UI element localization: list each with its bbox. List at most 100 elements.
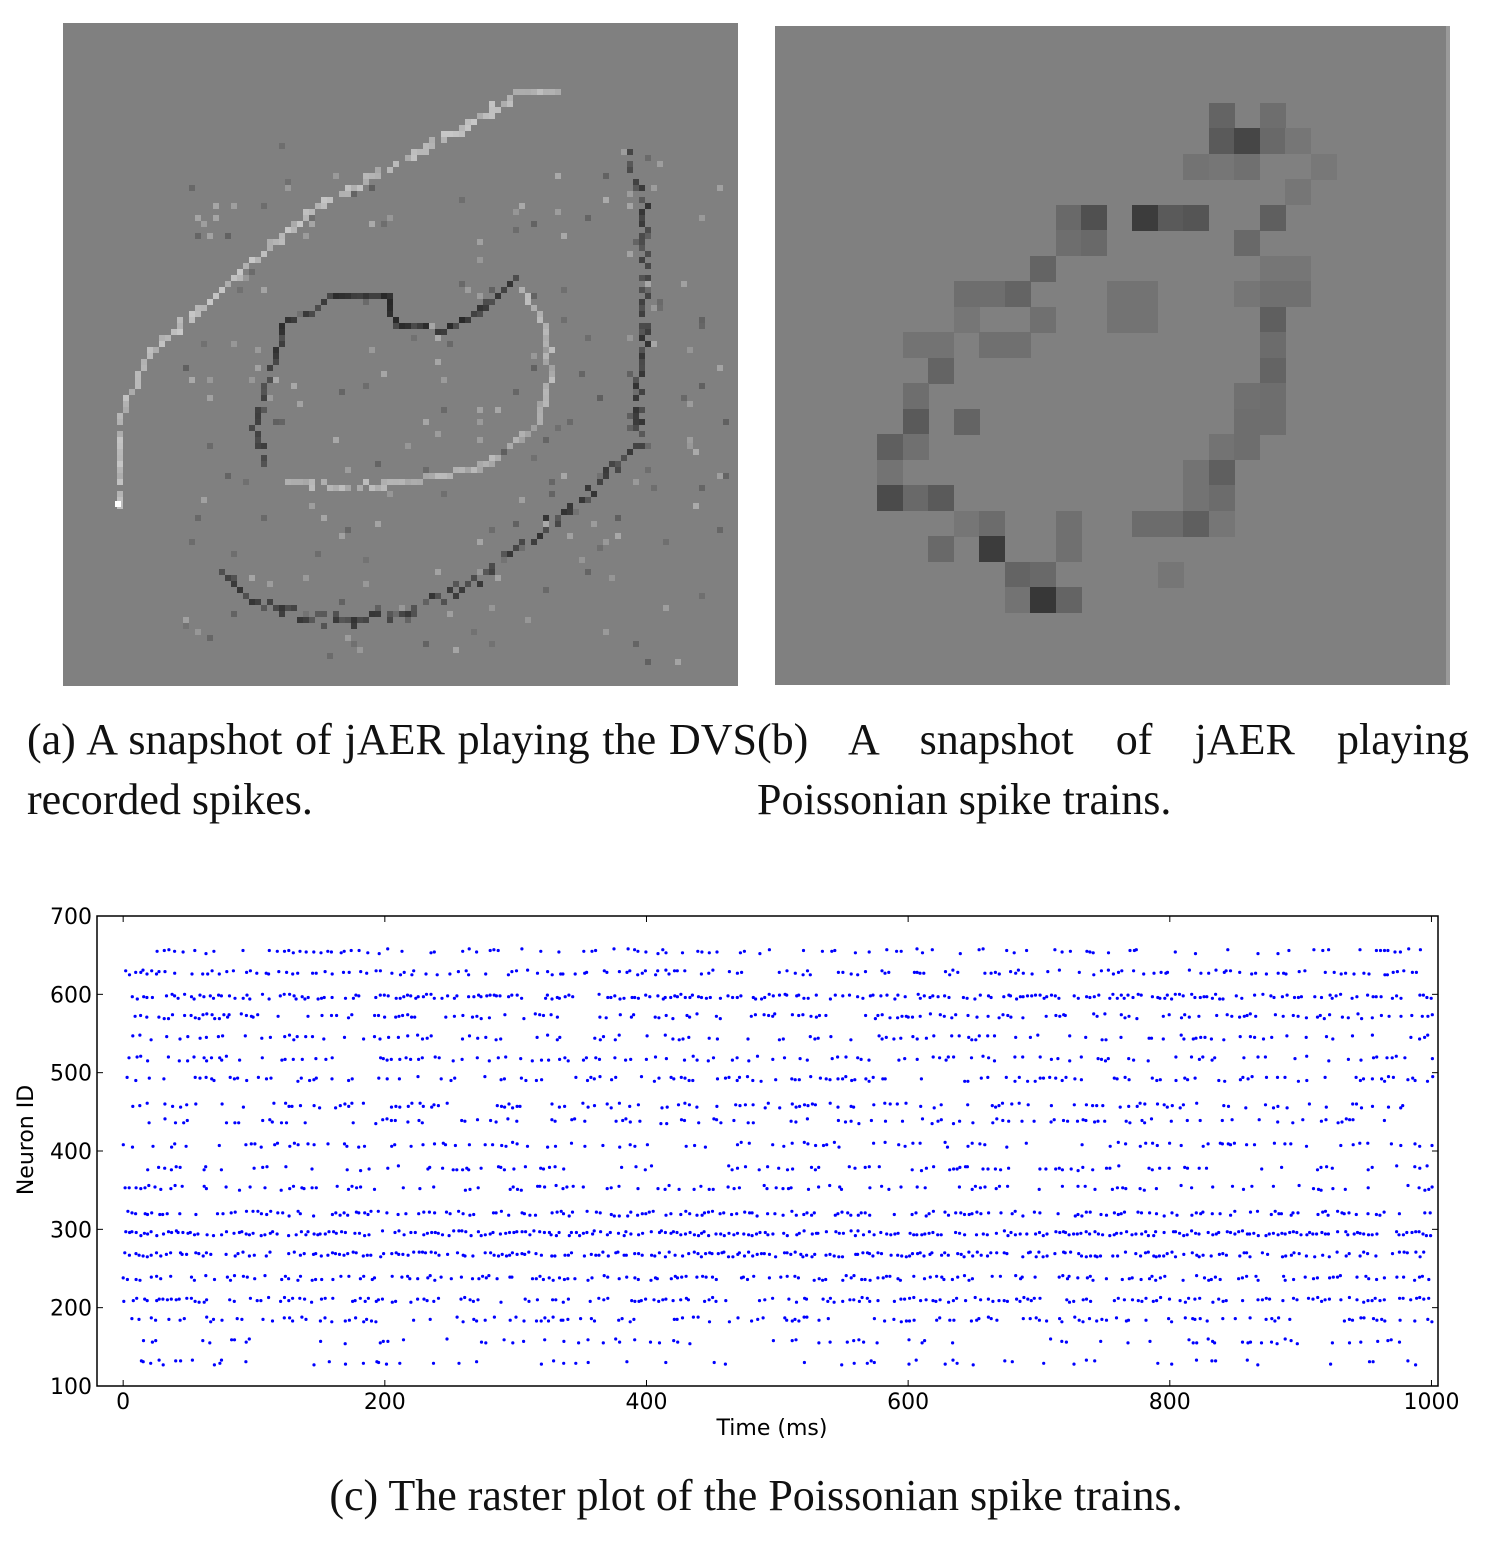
dvs-event-pixel: [267, 365, 273, 371]
spike-dot: [205, 1059, 209, 1063]
spike-dot: [1191, 1341, 1195, 1345]
spike-dot: [1391, 1075, 1395, 1079]
spike-dot: [189, 1275, 194, 1279]
dvs-noise-pixel: [699, 485, 705, 491]
dvs-event-pixel: [123, 401, 129, 407]
spike-dot: [201, 1254, 205, 1258]
spike-dot: [1183, 1076, 1187, 1080]
spike-dot: [1126, 1341, 1130, 1345]
spike-dot: [843, 1120, 848, 1124]
dvs-event-pixel: [327, 293, 333, 299]
spike-dot: [922, 971, 926, 975]
dvs-event-pixel: [333, 611, 339, 617]
spike-dot: [1323, 1298, 1327, 1302]
spike-dot: [1088, 950, 1092, 954]
spike-dot: [1291, 1013, 1295, 1018]
spike-dot: [385, 1117, 389, 1121]
spike-dot: [801, 973, 805, 977]
spike-dot: [628, 1320, 632, 1324]
spike-dot: [565, 1185, 569, 1189]
spike-dot: [1088, 1210, 1092, 1214]
dvs-noise-pixel: [645, 467, 651, 473]
spike-dot: [550, 1118, 554, 1122]
spike-dot: [150, 995, 154, 1000]
spike-dot: [1101, 1233, 1105, 1237]
spike-dot: [150, 1211, 154, 1215]
spike-dot: [367, 1233, 371, 1237]
dvs-event-pixel: [447, 587, 453, 593]
spike-dot: [1312, 948, 1316, 952]
spike-dot: [958, 952, 962, 956]
spike-dot: [479, 1234, 483, 1238]
spike-dot: [1038, 1211, 1042, 1215]
spike-dot: [1220, 1142, 1224, 1146]
poisson-pixel-block: [1234, 128, 1260, 154]
spike-dot: [1359, 1058, 1363, 1062]
spike-dot: [1382, 1298, 1386, 1302]
dvs-event-pixel: [345, 485, 351, 491]
spike-dot: [337, 1252, 342, 1256]
poisson-pixel-block: [1183, 205, 1209, 231]
spike-dot: [614, 1119, 618, 1123]
spike-dot: [341, 970, 346, 974]
spike-dot: [965, 1165, 970, 1169]
spike-dot: [1165, 970, 1170, 974]
spike-dot: [385, 1211, 389, 1215]
spike-dot: [773, 1212, 777, 1216]
spike-dot: [1057, 968, 1061, 972]
spike-dot: [636, 996, 641, 1000]
spike-dot: [799, 1252, 803, 1256]
spike-dot: [750, 1211, 754, 1215]
dvs-event-pixel: [441, 473, 447, 479]
spike-dot: [880, 1013, 884, 1017]
spike-dot: [228, 1298, 232, 1302]
dvs-event-pixel: [321, 479, 327, 485]
spike-dot: [455, 1168, 459, 1172]
spike-dot: [534, 1078, 539, 1083]
dvs-event-pixel: [633, 179, 639, 185]
spike-dot: [159, 1277, 163, 1281]
spike-dot: [992, 1059, 997, 1063]
spike-dot: [302, 1187, 306, 1191]
dvs-event-pixel: [279, 335, 285, 341]
spike-dot: [566, 1317, 570, 1321]
spike-dot: [1084, 1230, 1088, 1234]
spike-dot: [922, 1254, 926, 1258]
spike-dot: [1063, 1251, 1067, 1255]
spike-dot: [626, 947, 630, 951]
spike-dot: [1108, 996, 1112, 1000]
spike-dot: [675, 969, 679, 973]
poisson-pixel-block: [1132, 281, 1158, 307]
spike-dot: [856, 1213, 860, 1217]
spike-dot: [184, 1144, 188, 1148]
spike-dot: [1154, 1212, 1159, 1216]
spike-dot: [1119, 1231, 1123, 1235]
dvs-event-pixel: [231, 575, 237, 581]
spike-dot: [1328, 1013, 1332, 1017]
spike-dot: [253, 1142, 257, 1146]
spike-dot: [312, 1214, 316, 1218]
spike-dot: [1240, 1229, 1245, 1233]
dvs-event-pixel: [387, 611, 393, 617]
spike-dot: [1007, 1119, 1011, 1123]
spike-dot: [1245, 1274, 1249, 1278]
spike-dot: [1344, 971, 1348, 975]
dvs-event-pixel: [639, 233, 645, 239]
spike-dot: [1390, 996, 1394, 1000]
spike-dot: [586, 1360, 590, 1365]
spike-dot: [1322, 1017, 1326, 1021]
spike-dot: [484, 1035, 488, 1039]
dvs-event-pixel: [213, 293, 219, 299]
spike-dot: [235, 1317, 239, 1321]
spike-dot: [612, 947, 616, 951]
spike-dot: [499, 1300, 503, 1304]
spike-dot: [134, 1186, 138, 1190]
dvs-noise-pixel: [495, 575, 501, 581]
spike-dot: [1144, 1296, 1148, 1300]
spike-dot: [1259, 1341, 1264, 1345]
dvs-noise-pixel: [195, 215, 201, 221]
spike-dot: [155, 1299, 159, 1303]
spike-dot: [1033, 1079, 1037, 1083]
spike-dot: [648, 1340, 653, 1344]
spike-dot: [1279, 1212, 1283, 1216]
